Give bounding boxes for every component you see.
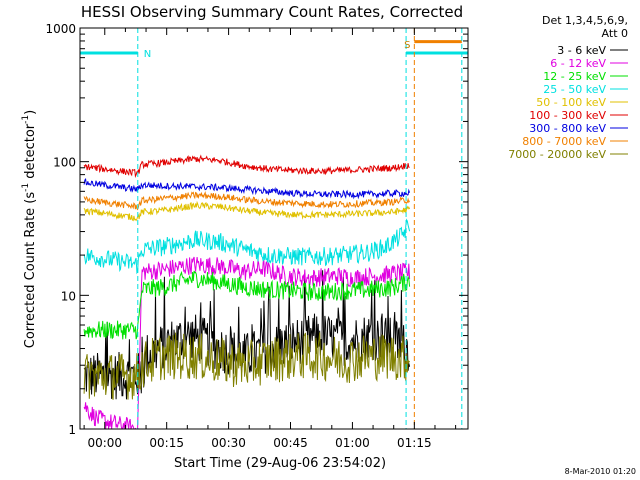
series-line-6-12-kev bbox=[83, 256, 411, 429]
x-tick-label: 00:15 bbox=[149, 436, 184, 450]
y-axis: 1 10 100 1000 bbox=[45, 22, 468, 437]
series-7000-20000-kev bbox=[83, 332, 411, 400]
series-6-12-kev bbox=[83, 256, 411, 429]
y-axis-label-sup2: -1 bbox=[21, 115, 31, 124]
legend-label-25-50-kev: 25 - 50 keV bbox=[543, 83, 606, 96]
legend-label-100-300-kev: 100 - 300 keV bbox=[529, 109, 606, 122]
y-tick-label: 10 bbox=[61, 289, 76, 303]
legend-label-50-100-kev: 50 - 100 keV bbox=[536, 96, 606, 109]
x-tick-label: 00:00 bbox=[87, 436, 122, 450]
y-tick-label: 100 bbox=[53, 156, 76, 170]
x-tick-label: 01:15 bbox=[397, 436, 432, 450]
series-line-100-300-kev bbox=[83, 154, 410, 178]
series-line-3-6-kev bbox=[83, 270, 411, 400]
legend-label-3-6-kev: 3 - 6 keV bbox=[557, 44, 606, 57]
series-25-50-kev bbox=[83, 218, 411, 275]
legend-label-800-7000-kev: 800 - 7000 keV bbox=[522, 135, 606, 148]
y-axis-label-mid: detector bbox=[23, 123, 38, 183]
x-tick-label: 00:30 bbox=[211, 436, 246, 450]
chart-title: HESSI Observing Summary Count Rates, Cor… bbox=[81, 3, 463, 21]
series-line-50-100-kev bbox=[83, 200, 411, 222]
legend-title-line-2: Att 0 bbox=[602, 27, 628, 40]
legend-title-line-1: Det 1,3,4,5,6,9, bbox=[542, 14, 628, 27]
legend-label-300-800-kev: 300 - 800 keV bbox=[529, 122, 606, 135]
series-line-12-25-kev bbox=[83, 270, 411, 340]
y-axis-label-end: ) bbox=[23, 110, 38, 115]
series-line-300-800-kev bbox=[83, 178, 411, 200]
boundary-label-n: N bbox=[144, 49, 151, 60]
x-tick-label: 00:45 bbox=[273, 436, 308, 450]
y-axis-label-text: Corrected Count Rate (s bbox=[23, 192, 38, 349]
series-100-300-kev bbox=[83, 154, 410, 178]
series-50-100-kev bbox=[83, 200, 411, 222]
series-line-7000-20000-kev bbox=[83, 332, 411, 400]
y-tick-label: 1 bbox=[68, 423, 76, 437]
x-axis-label: Start Time (29-Aug-06 23:54:02) bbox=[174, 456, 386, 471]
y-tick-label: 1000 bbox=[45, 22, 76, 36]
series-3-6-kev bbox=[83, 270, 411, 400]
y-axis-label-sup1: -1 bbox=[21, 183, 31, 192]
series-line-25-50-kev bbox=[83, 218, 411, 275]
series-line-800-7000-kev bbox=[83, 191, 411, 211]
legend-label-6-12-kev: 6 - 12 keV bbox=[550, 57, 606, 70]
legend-label-7000-20000-kev: 7000 - 20000 keV bbox=[508, 148, 606, 161]
plot-frame bbox=[79, 27, 469, 430]
series-300-800-kev bbox=[83, 178, 411, 200]
y-axis-label: Corrected Count Rate (s-1 detector-1) bbox=[21, 110, 38, 348]
footer-timestamp: 8-Mar-2010 01:20 bbox=[565, 467, 636, 476]
series-800-7000-kev bbox=[83, 191, 411, 211]
legend-label-12-25-kev: 12 - 25 keV bbox=[543, 70, 606, 83]
series-12-25-kev bbox=[83, 270, 411, 340]
x-axis: 00:00 00:15 00:30 00:45 01:00 01:15 bbox=[83, 28, 457, 450]
flag-label-s: S bbox=[404, 40, 410, 51]
x-tick-label: 01:00 bbox=[335, 436, 370, 450]
